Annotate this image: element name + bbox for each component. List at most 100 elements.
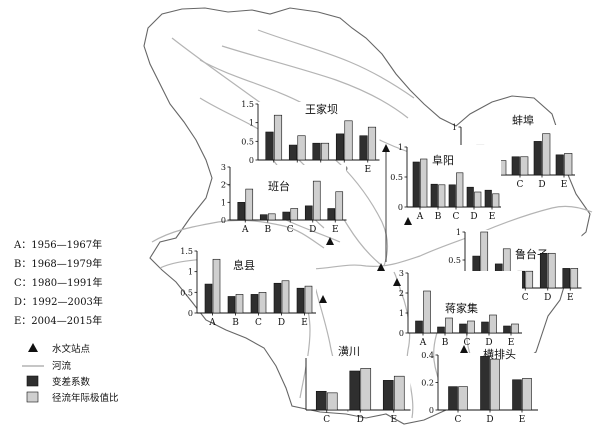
cv-bar bbox=[204, 283, 213, 314]
y-tick-label: 0 bbox=[188, 309, 193, 318]
cv-bar bbox=[227, 296, 236, 314]
period-legend-item: B：1968—1979年 bbox=[14, 257, 102, 270]
station-chart: 横排头 0 0.2 0.4 C D E bbox=[421, 347, 538, 425]
x-tick-label: A bbox=[208, 318, 216, 328]
station-marker bbox=[377, 263, 385, 271]
ratio-bar bbox=[522, 378, 532, 411]
x-tick-label: B bbox=[435, 212, 442, 222]
cv-bar bbox=[511, 156, 520, 176]
ratio-bar bbox=[297, 135, 306, 161]
y-tick-label: 1 bbox=[398, 143, 403, 152]
cv-bar bbox=[327, 208, 336, 221]
ratio-bar bbox=[438, 184, 446, 208]
ratio-bar bbox=[542, 133, 551, 176]
x-tick-label: E bbox=[561, 180, 568, 190]
cv-bar bbox=[359, 135, 368, 161]
ratio-bar bbox=[326, 392, 338, 411]
ratio-bar bbox=[245, 188, 254, 221]
ratio-bar bbox=[393, 375, 405, 411]
x-tick-label: D bbox=[470, 212, 477, 222]
x-tick-label: E bbox=[567, 293, 574, 303]
cv-bar bbox=[466, 186, 474, 208]
ratio-bar bbox=[520, 156, 529, 176]
y-tick-label: 1.5 bbox=[180, 247, 193, 256]
y-tick-label: 0 bbox=[398, 203, 403, 212]
y-tick-label: 1 bbox=[456, 228, 461, 237]
ratio-bar bbox=[420, 158, 428, 208]
x-tick-label: B bbox=[232, 318, 239, 328]
ratio-bar bbox=[304, 285, 313, 314]
cv-bar bbox=[296, 287, 305, 314]
x-tick-label: E bbox=[519, 415, 526, 425]
y-tick-label: 1 bbox=[188, 268, 193, 277]
cv-bar bbox=[382, 380, 394, 411]
station-name: 鲁台子 bbox=[515, 247, 548, 261]
tributary bbox=[257, 29, 415, 99]
ratio-bar bbox=[474, 191, 482, 208]
y-tick-label: 0.5 bbox=[180, 288, 193, 297]
period-legend: A：1956—1967年 B：1968—1979年 C：1980—1991年 D… bbox=[13, 238, 103, 327]
y-tick-label: 0.5 bbox=[390, 173, 403, 182]
x-tick-label: E bbox=[332, 225, 339, 235]
y-tick-label: 3 bbox=[399, 269, 404, 278]
cv-bar bbox=[480, 356, 490, 411]
cv-bar bbox=[312, 142, 321, 161]
period-legend-item: A：1956—1967年 bbox=[13, 238, 102, 251]
cv-bar bbox=[448, 386, 458, 411]
cv-bar bbox=[430, 183, 438, 208]
ratio-bar bbox=[360, 368, 372, 411]
ratio-bar bbox=[445, 317, 453, 334]
ratio-bar bbox=[458, 386, 468, 411]
x-tick-label: B bbox=[264, 225, 271, 235]
x-tick-label: D bbox=[544, 293, 551, 303]
cv-bar bbox=[349, 370, 361, 411]
cv-bar bbox=[533, 141, 542, 176]
ratio-bar bbox=[492, 193, 500, 208]
x-tick-label: D bbox=[486, 415, 493, 425]
cv-legend-swatch bbox=[26, 375, 39, 387]
x-tick-label: C bbox=[323, 415, 330, 425]
cv-bar bbox=[273, 282, 282, 314]
station-chart: 阜阳 0 0.5 1 A B C D E bbox=[390, 143, 501, 222]
ratio-bar bbox=[367, 126, 377, 161]
x-tick-label: C bbox=[455, 415, 462, 425]
ratio-bar bbox=[547, 252, 556, 289]
ratio-bar bbox=[570, 268, 579, 289]
cv-bar bbox=[437, 326, 445, 334]
y-tick-label: 0 bbox=[221, 216, 226, 225]
station-marker bbox=[382, 144, 390, 152]
station-chart: 蒋家集 0 1 2 3 A B C D E bbox=[399, 269, 522, 348]
y-tick-label: 1 bbox=[452, 123, 457, 132]
cv-bar bbox=[555, 154, 564, 176]
cv-bar bbox=[304, 205, 313, 221]
station-name: 横排头 bbox=[483, 347, 516, 361]
x-tick-label: E bbox=[364, 165, 371, 175]
cv-bar bbox=[562, 268, 571, 289]
y-tick-label: 0.2 bbox=[421, 379, 434, 388]
station-name: 班台 bbox=[268, 179, 290, 193]
ratio-bar bbox=[290, 208, 299, 221]
y-tick-label: 1 bbox=[399, 309, 404, 318]
station-name: 息县 bbox=[233, 258, 255, 272]
station-marker bbox=[319, 295, 327, 303]
cv-bar bbox=[412, 161, 420, 208]
cv-bar bbox=[415, 320, 423, 334]
y-tick-label: 0.5 bbox=[241, 137, 254, 146]
cv-bar bbox=[481, 321, 489, 334]
cv-bar bbox=[288, 144, 298, 161]
station-legend-label: 水文站点 bbox=[52, 343, 91, 355]
y-tick-label: 0 bbox=[429, 406, 434, 415]
y-tick-label: 2 bbox=[399, 289, 404, 298]
x-tick-label: E bbox=[489, 212, 496, 222]
ratio-bar bbox=[423, 290, 431, 334]
station-legend-icon bbox=[28, 343, 38, 352]
y-tick-label: 1.5 bbox=[241, 100, 254, 109]
x-tick-label: D bbox=[538, 180, 545, 190]
cv-legend-label: 变差系数 bbox=[52, 376, 91, 388]
cv-bar bbox=[250, 294, 259, 314]
tributary bbox=[221, 45, 409, 119]
ratio-bar bbox=[489, 314, 497, 334]
ratio-bar bbox=[490, 358, 500, 411]
cv-bar bbox=[503, 325, 511, 334]
